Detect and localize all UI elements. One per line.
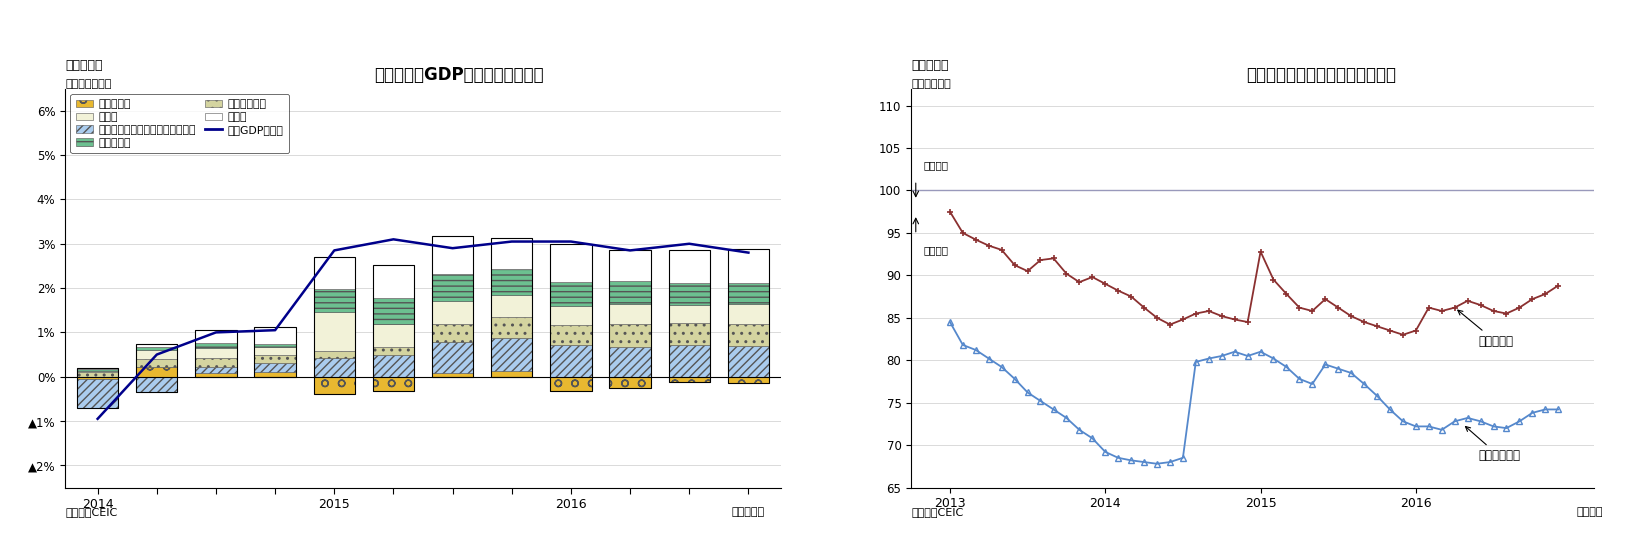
Bar: [195, 373, 236, 377]
Bar: [431, 373, 473, 377]
Bar: [491, 338, 532, 371]
Bar: [491, 295, 532, 317]
Bar: [254, 356, 296, 363]
Bar: [431, 301, 473, 324]
Bar: [137, 359, 177, 367]
Bar: [550, 345, 592, 377]
Bar: [491, 317, 532, 338]
Bar: [669, 249, 709, 283]
Bar: [550, 244, 592, 282]
Bar: [373, 324, 415, 347]
Bar: [727, 283, 770, 305]
Bar: [373, 265, 415, 298]
Bar: [610, 325, 651, 347]
Bar: [727, 249, 770, 283]
Title: タイ　実質GDP成長率（供給側）: タイ 実質GDP成長率（供給側）: [374, 66, 543, 84]
Bar: [254, 344, 296, 347]
Bar: [76, 369, 119, 371]
Bar: [431, 274, 473, 301]
Bar: [373, 347, 415, 355]
Bar: [669, 283, 709, 305]
Bar: [550, 306, 592, 325]
Bar: [610, 250, 651, 281]
Legend: 農林水産業, 製造業, 卸売・小売、ホテル・レストラン, 連輸・通信, 金融・不動産, その他, 実質GDP成長率, : 農林水産業, 製造業, 卸売・小売、ホテル・レストラン, 連輸・通信, 金融・不…: [70, 94, 290, 153]
Bar: [491, 371, 532, 377]
Bar: [373, 355, 415, 377]
Text: （資料）CEIC: （資料）CEIC: [65, 507, 117, 517]
Bar: [254, 327, 296, 344]
Bar: [195, 330, 236, 343]
Bar: [76, 371, 119, 372]
Bar: [76, 368, 119, 369]
Bar: [727, 305, 770, 325]
Bar: [669, 322, 709, 345]
Bar: [314, 358, 355, 377]
Text: （楽観）: （楽観）: [924, 160, 949, 170]
Bar: [431, 324, 473, 342]
Bar: [550, 325, 592, 345]
Bar: [727, 377, 770, 383]
Text: （月次）: （月次）: [1577, 507, 1603, 517]
Bar: [610, 377, 651, 388]
Bar: [669, 345, 709, 377]
Bar: [550, 377, 592, 391]
Bar: [137, 345, 177, 347]
Bar: [254, 372, 296, 377]
Bar: [431, 236, 473, 274]
Bar: [314, 377, 355, 393]
Bar: [137, 350, 177, 359]
Text: （悲観）: （悲観）: [924, 245, 949, 255]
Bar: [491, 269, 532, 295]
Bar: [373, 298, 415, 324]
Bar: [373, 377, 415, 391]
Bar: [137, 347, 177, 350]
Bar: [137, 367, 177, 377]
Bar: [314, 351, 355, 358]
Bar: [314, 258, 355, 289]
Bar: [254, 363, 296, 372]
Bar: [669, 305, 709, 322]
Bar: [727, 346, 770, 377]
Text: （前年同期比）: （前年同期比）: [65, 79, 112, 89]
Bar: [431, 342, 473, 373]
Bar: [137, 377, 177, 392]
Bar: [76, 377, 119, 379]
Bar: [254, 347, 296, 356]
Bar: [195, 343, 236, 348]
Bar: [610, 347, 651, 377]
Bar: [727, 325, 770, 346]
Text: 企業景況感: 企業景況感: [1458, 310, 1513, 348]
Bar: [314, 312, 355, 351]
Title: タイの企業景況感と消費者信頼感: タイの企業景況感と消費者信頼感: [1246, 66, 1396, 84]
Text: （図表３）: （図表３）: [65, 59, 103, 72]
Text: （四半期）: （四半期）: [732, 507, 765, 517]
Text: 消費者信頼感: 消費者信頼感: [1466, 427, 1520, 463]
Text: （資料）CEIC: （資料）CEIC: [911, 507, 963, 517]
Bar: [195, 348, 236, 358]
Bar: [610, 305, 651, 325]
Bar: [195, 367, 236, 373]
Bar: [610, 281, 651, 305]
Bar: [491, 238, 532, 269]
Bar: [314, 289, 355, 312]
Text: （図表４）: （図表４）: [911, 59, 949, 72]
Bar: [669, 377, 709, 382]
Bar: [76, 372, 119, 377]
Bar: [195, 358, 236, 367]
Bar: [76, 379, 119, 408]
Text: （ポイント）: （ポイント）: [911, 79, 950, 89]
Bar: [550, 282, 592, 306]
